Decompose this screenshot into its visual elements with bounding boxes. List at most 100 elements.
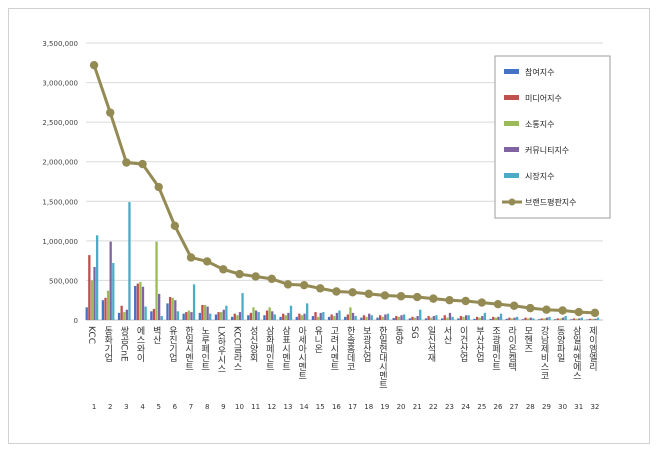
line-point: [493, 299, 503, 309]
bar-소통지수: [90, 280, 94, 320]
bar-시장지수: [338, 310, 341, 320]
category-label: 이건산업: [458, 326, 468, 362]
bar-참여지수: [473, 318, 476, 320]
bar-커뮤니티지수: [481, 316, 484, 320]
category-label: 삼화페인트: [264, 326, 274, 371]
legend-label: 미디어지수: [525, 93, 562, 103]
line-point: [477, 298, 487, 307]
bar-참여지수: [279, 316, 282, 320]
bar-커뮤니티지수: [93, 266, 96, 320]
category-index: 19: [380, 403, 389, 411]
bar-시장지수: [596, 317, 600, 320]
bar-미디어지수: [185, 312, 188, 320]
bar-커뮤니티지수: [222, 309, 225, 320]
bar-참여지수: [150, 311, 153, 320]
bar-참여지수: [247, 315, 250, 320]
category-index: 16: [332, 403, 341, 411]
category-label: SG: [409, 326, 419, 339]
bar-미디어지수: [411, 316, 414, 320]
category-index: 21: [413, 403, 422, 411]
bar-소통지수: [543, 318, 546, 320]
bar-소통지수: [316, 316, 320, 320]
bar-시장지수: [192, 284, 196, 320]
bar-미디어지수: [556, 318, 560, 320]
category-label: 보광산업: [361, 326, 371, 362]
bar-커뮤니티지수: [368, 313, 371, 320]
bar-참여지수: [214, 314, 218, 320]
bar-커뮤니티지수: [529, 317, 532, 320]
bar-커뮤니티지수: [351, 312, 355, 320]
category-index: 27: [510, 403, 519, 411]
category-index: 31: [574, 403, 583, 411]
line-point: [267, 274, 276, 284]
bar-커뮤니티지수: [141, 286, 145, 320]
y-tick-label: 0: [74, 317, 78, 325]
category-index: 13: [283, 403, 292, 411]
category-label: 노루페인트: [199, 326, 209, 371]
bar-참여지수: [327, 316, 331, 320]
bar-참여지수: [230, 316, 234, 320]
y-tick-label: 2,500,000: [42, 119, 78, 127]
y-tick-label: 500,000: [49, 277, 78, 285]
bar-소통지수: [123, 312, 126, 320]
line-point: [170, 221, 180, 231]
line-point: [235, 269, 244, 279]
bar-시장지수: [402, 314, 406, 320]
bar-소통지수: [171, 297, 174, 320]
bar-참여지수: [424, 318, 428, 320]
bar-시장지수: [354, 316, 357, 320]
legend-swatch: [504, 173, 519, 178]
bar-참여지수: [489, 318, 492, 320]
bar-커뮤니티지수: [174, 300, 177, 320]
bar-시장지수: [467, 315, 470, 320]
category-index: 17: [348, 403, 357, 411]
bar-미디어지수: [508, 317, 511, 320]
bar-시장지수: [306, 303, 309, 320]
bar-커뮤니티지수: [335, 312, 339, 320]
bar-참여지수: [117, 312, 121, 320]
category-label: 삼일씨엔에스: [571, 326, 581, 380]
category-label: 라이온켐텍: [506, 326, 516, 372]
bar-소통지수: [268, 307, 271, 320]
line-point: [251, 272, 260, 281]
legend-box: [494, 55, 611, 219]
line-point: [106, 108, 115, 117]
bar-소통지수: [381, 316, 384, 320]
line-point: [461, 296, 470, 306]
bar-시장지수: [112, 263, 115, 320]
line-point: [283, 280, 293, 289]
legend-label: 참여지수: [525, 67, 554, 77]
category-label: LX하우시스: [215, 326, 225, 373]
legend-swatch: [504, 69, 519, 74]
bar-참여지수: [344, 316, 347, 320]
category-label: 쌍곰CnE: [118, 326, 128, 362]
legend-swatch: [504, 121, 519, 126]
bar-시장지수: [370, 315, 373, 320]
bar-시장지수: [386, 313, 390, 320]
category-label: 삼표시멘트: [280, 326, 290, 371]
bar-참여지수: [457, 318, 460, 320]
category-label: 일신석재: [425, 326, 435, 363]
bar-미디어지수: [589, 318, 592, 320]
line-point: [429, 294, 438, 303]
bar-시장지수: [241, 293, 244, 320]
bar-참여지수: [408, 318, 412, 320]
category-index: 11: [251, 403, 260, 411]
category-label: 강남제비스코: [538, 326, 548, 380]
bar-시장지수: [289, 305, 293, 320]
category-label: 한일시멘트: [183, 326, 193, 371]
category-index: 29: [542, 403, 551, 411]
bar-커뮤니티지수: [206, 306, 209, 320]
bar-소통지수: [462, 316, 465, 320]
line-point: [542, 305, 551, 314]
bar-커뮤니티지수: [158, 293, 161, 320]
line-point: [445, 296, 454, 305]
category-index: 28: [526, 403, 535, 411]
bar-커뮤니티지수: [432, 316, 435, 320]
category-index: 24: [461, 403, 470, 411]
line-point: [509, 301, 519, 310]
bar-참여지수: [311, 316, 315, 320]
bar-소통지수: [333, 316, 336, 320]
bar-미디어지수: [298, 313, 301, 320]
category-index: 30: [558, 403, 567, 411]
